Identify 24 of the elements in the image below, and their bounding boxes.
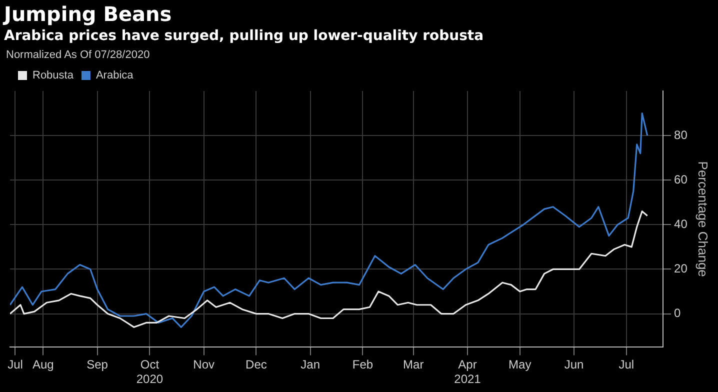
legend-label: Robusta	[32, 70, 74, 82]
x-tick-label: Dec	[246, 358, 267, 372]
x-tick-label: Mar	[403, 358, 424, 372]
x-tick-label: Apr 2021	[454, 358, 482, 386]
x-tick-label: Sep	[86, 358, 108, 372]
x-tick-label: Jan	[300, 358, 320, 372]
x-tick-label: Feb	[352, 358, 374, 372]
y-tick-label: 0	[674, 306, 682, 320]
legend-label: Arabica	[96, 70, 134, 82]
y-tick-label: 20	[674, 262, 688, 276]
y-axis-title: Percentage Change	[696, 161, 711, 277]
y-tick-label: 60	[674, 172, 688, 186]
chart-subtitle: Arabica prices have surged, pulling up lower-quality robusta	[4, 27, 485, 46]
x-tick-label: Jun	[564, 358, 584, 372]
x-tick-label: Oct 2020	[136, 358, 164, 386]
x-tick-label: Jul	[618, 358, 634, 372]
y-tick-label: 80	[674, 128, 688, 142]
x-tick-label: May	[508, 358, 532, 372]
x-tick-label: Nov	[193, 358, 214, 372]
x-tick-label: Jul	[8, 358, 23, 372]
legend-title: Normalized As Of 07/28/2020	[5, 48, 151, 62]
x-tick-label: Aug	[32, 358, 54, 372]
chart-title: Jumping Beans	[4, 2, 173, 26]
y-tick-label: 40	[674, 216, 688, 231]
